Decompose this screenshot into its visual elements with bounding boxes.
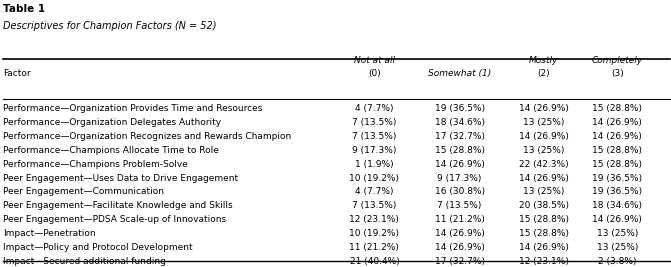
Text: 15 (28.8%): 15 (28.8%) — [592, 104, 642, 113]
Text: 14 (26.9%): 14 (26.9%) — [519, 243, 568, 252]
Text: Peer Engagement—Facilitate Knowledge and Skills: Peer Engagement—Facilitate Knowledge and… — [3, 201, 233, 210]
Text: Performance—Organization Delegates Authority: Performance—Organization Delegates Autho… — [3, 118, 221, 127]
Text: 7 (13.5%): 7 (13.5%) — [352, 201, 397, 210]
Text: 9 (17.3%): 9 (17.3%) — [352, 146, 397, 155]
Text: 13 (25%): 13 (25%) — [523, 187, 564, 197]
Text: Factor: Factor — [3, 69, 31, 78]
Text: 10 (19.2%): 10 (19.2%) — [350, 174, 399, 183]
Text: 7 (13.5%): 7 (13.5%) — [352, 132, 397, 141]
Text: 21 (40.4%): 21 (40.4%) — [350, 257, 399, 266]
Text: 18 (34.6%): 18 (34.6%) — [435, 118, 484, 127]
Text: 13 (25%): 13 (25%) — [523, 146, 564, 155]
Text: 15 (28.8%): 15 (28.8%) — [592, 160, 642, 169]
Text: 16 (30.8%): 16 (30.8%) — [435, 187, 484, 197]
Text: 13 (25%): 13 (25%) — [597, 243, 638, 252]
Text: 15 (28.8%): 15 (28.8%) — [435, 146, 484, 155]
Text: (2): (2) — [537, 69, 550, 78]
Text: 15 (28.8%): 15 (28.8%) — [519, 215, 568, 224]
Text: Impact—Policy and Protocol Development: Impact—Policy and Protocol Development — [3, 243, 193, 252]
Text: 11 (21.2%): 11 (21.2%) — [435, 215, 484, 224]
Text: (3): (3) — [611, 69, 624, 78]
Text: Impact—Secured additional funding: Impact—Secured additional funding — [3, 257, 166, 266]
Text: Peer Engagement—Communication: Peer Engagement—Communication — [3, 187, 164, 197]
Text: Impact—Penetration: Impact—Penetration — [3, 229, 96, 238]
Text: Peer Engagement—PDSA Scale-up of Innovations: Peer Engagement—PDSA Scale-up of Innovat… — [3, 215, 227, 224]
Text: 20 (38.5%): 20 (38.5%) — [519, 201, 568, 210]
Text: 14 (26.9%): 14 (26.9%) — [592, 132, 642, 141]
Text: 14 (26.9%): 14 (26.9%) — [435, 243, 484, 252]
Text: 15 (28.8%): 15 (28.8%) — [592, 146, 642, 155]
Text: 14 (26.9%): 14 (26.9%) — [592, 118, 642, 127]
Text: Table 1: Table 1 — [3, 4, 46, 14]
Text: 18 (34.6%): 18 (34.6%) — [592, 201, 642, 210]
Text: 14 (26.9%): 14 (26.9%) — [435, 229, 484, 238]
Text: 12 (23.1%): 12 (23.1%) — [350, 215, 399, 224]
Text: 14 (26.9%): 14 (26.9%) — [435, 160, 484, 169]
Text: Completely: Completely — [592, 56, 643, 65]
Text: Descriptives for Champion Factors (N = 52): Descriptives for Champion Factors (N = 5… — [3, 21, 217, 31]
Text: 12 (23.1%): 12 (23.1%) — [519, 257, 568, 266]
Text: 15 (28.8%): 15 (28.8%) — [519, 229, 568, 238]
Text: (0): (0) — [368, 69, 381, 78]
Text: 4 (7.7%): 4 (7.7%) — [355, 104, 394, 113]
Text: 19 (36.5%): 19 (36.5%) — [592, 187, 642, 197]
Text: Performance—Champions Problem-Solve: Performance—Champions Problem-Solve — [3, 160, 189, 169]
Text: 17 (32.7%): 17 (32.7%) — [435, 257, 484, 266]
Text: 19 (36.5%): 19 (36.5%) — [592, 174, 642, 183]
Text: 13 (25%): 13 (25%) — [523, 118, 564, 127]
Text: 14 (26.9%): 14 (26.9%) — [519, 104, 568, 113]
Text: 7 (13.5%): 7 (13.5%) — [437, 201, 482, 210]
Text: 2 (3.8%): 2 (3.8%) — [598, 257, 637, 266]
Text: Somewhat (1): Somewhat (1) — [428, 69, 491, 78]
Text: 1 (1.9%): 1 (1.9%) — [355, 160, 394, 169]
Text: 22 (42.3%): 22 (42.3%) — [519, 160, 568, 169]
Text: 19 (36.5%): 19 (36.5%) — [435, 104, 484, 113]
Text: Performance—Organization Recognizes and Rewards Champion: Performance—Organization Recognizes and … — [3, 132, 292, 141]
Text: Performance—Organization Provides Time and Resources: Performance—Organization Provides Time a… — [3, 104, 263, 113]
Text: Peer Engagement—Uses Data to Drive Engagement: Peer Engagement—Uses Data to Drive Engag… — [3, 174, 238, 183]
Text: Performance—Champions Allocate Time to Role: Performance—Champions Allocate Time to R… — [3, 146, 219, 155]
Text: Mostly: Mostly — [529, 56, 558, 65]
Text: 11 (21.2%): 11 (21.2%) — [350, 243, 399, 252]
Text: 7 (13.5%): 7 (13.5%) — [352, 118, 397, 127]
Text: 14 (26.9%): 14 (26.9%) — [519, 132, 568, 141]
Text: 14 (26.9%): 14 (26.9%) — [592, 215, 642, 224]
Text: Not at all: Not at all — [354, 56, 395, 65]
Text: 13 (25%): 13 (25%) — [597, 229, 638, 238]
Text: 14 (26.9%): 14 (26.9%) — [519, 174, 568, 183]
Text: 10 (19.2%): 10 (19.2%) — [350, 229, 399, 238]
Text: 17 (32.7%): 17 (32.7%) — [435, 132, 484, 141]
Text: 4 (7.7%): 4 (7.7%) — [355, 187, 394, 197]
Text: 9 (17.3%): 9 (17.3%) — [437, 174, 482, 183]
